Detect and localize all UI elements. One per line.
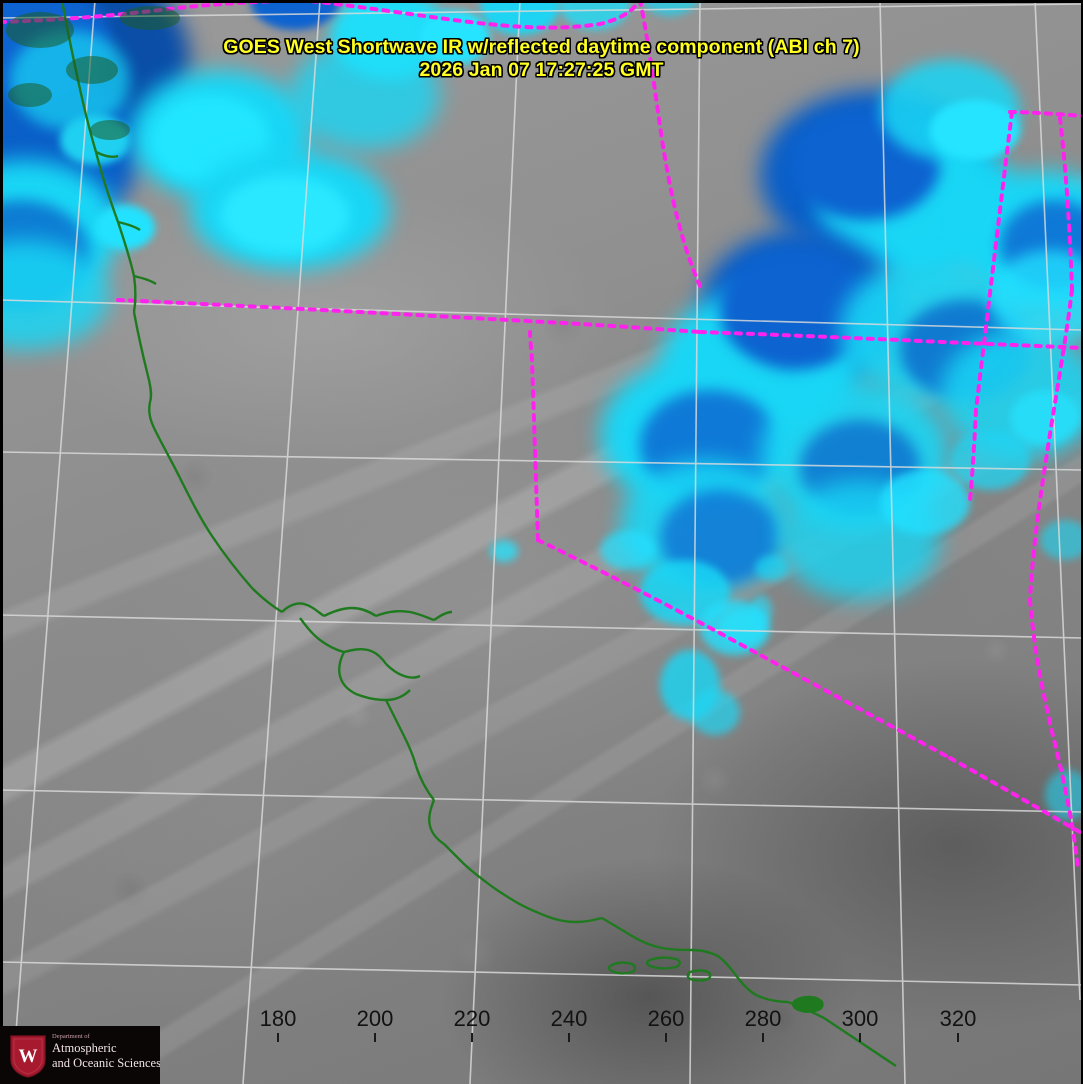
colorbar-tick-label: 300 (841, 1006, 879, 1031)
frame-border-right (1081, 0, 1083, 1084)
colorbar-tick-label: 240 (550, 1006, 588, 1031)
colorbar-tick-labels: 180 200 220 240 260 280 300 320 (0, 1003, 1083, 1042)
logo-name-line-1: Atmospheric (52, 1041, 117, 1055)
colorbar-tick-label: 180 (259, 1006, 297, 1031)
logo-department-label: Department of (52, 1033, 90, 1040)
colorbar-tick-mark (568, 1033, 570, 1042)
svg-text:W: W (19, 1046, 38, 1067)
colorbar-tick-mark (471, 1033, 473, 1042)
colorbar-tick-mark (762, 1033, 764, 1042)
colorbar-tick-label: 320 (939, 1006, 977, 1031)
colorbar-tick-mark (859, 1033, 861, 1042)
colorbar-tick-label: 220 (453, 1006, 491, 1031)
colorbar-tick-mark (957, 1033, 959, 1042)
colorbar-tick-label: 260 (647, 1006, 685, 1031)
frame-border-top (0, 0, 1083, 3)
colorbar-tick-label: 200 (356, 1006, 394, 1031)
vegetation-patches (6, 6, 180, 140)
colorbar-tick-mark (277, 1033, 279, 1042)
colorbar-tick-mark (374, 1033, 376, 1042)
colorbar-tick-label: 280 (744, 1006, 782, 1031)
colorbar-panel: 180 200 220 240 260 280 300 320 (0, 1003, 1083, 1084)
political-border-lines (0, 0, 1083, 870)
logo-text-block: Department of Atmospheric and Oceanic Sc… (52, 1033, 160, 1070)
colorbar-tick-mark (665, 1033, 667, 1042)
institution-logo: W Department of Atmospheric and Oceanic … (0, 1026, 160, 1084)
logo-name-line-2: and Oceanic Sciences (52, 1055, 160, 1070)
uw-madison-crest-icon: W (10, 1035, 46, 1078)
frame-border-left (0, 0, 3, 1084)
